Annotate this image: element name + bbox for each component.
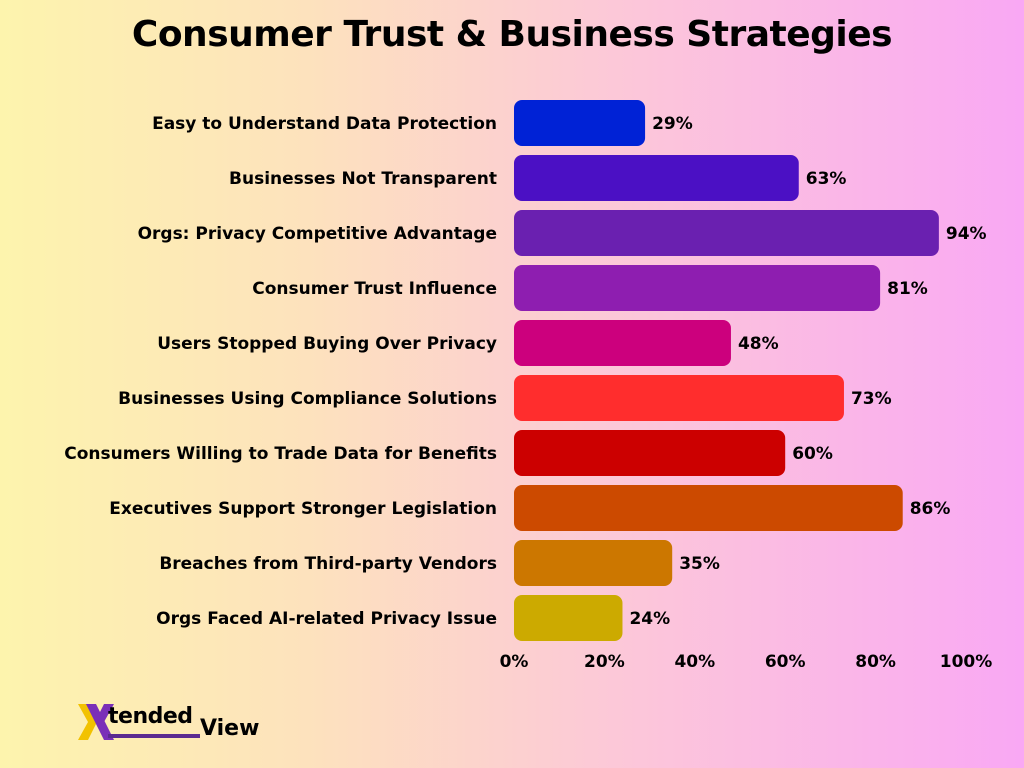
category-label: Orgs Faced AI-related Privacy Issue xyxy=(156,609,497,629)
bar xyxy=(514,485,903,531)
category-label: Breaches from Third-party Vendors xyxy=(159,554,497,574)
x-tick-label: 80% xyxy=(855,652,896,672)
category-label: Orgs: Privacy Competitive Advantage xyxy=(138,224,497,244)
bar xyxy=(514,375,844,421)
bar xyxy=(514,100,646,146)
value-label: 86% xyxy=(910,499,951,519)
logo-text-view: View xyxy=(200,716,260,741)
logo-underline xyxy=(108,734,200,738)
x-tick-label: 60% xyxy=(765,652,806,672)
bar xyxy=(514,320,731,366)
bar xyxy=(514,430,786,476)
category-label: Consumers Willing to Trade Data for Bene… xyxy=(64,444,497,464)
x-tick-label: 20% xyxy=(584,652,625,672)
bar xyxy=(514,595,623,641)
value-label: 48% xyxy=(738,334,779,354)
logo-x-icon xyxy=(78,704,114,740)
category-label: Easy to Understand Data Protection xyxy=(152,114,497,134)
value-label: 60% xyxy=(792,444,833,464)
value-label: 81% xyxy=(887,279,928,299)
value-label: 94% xyxy=(946,224,987,244)
value-label: 73% xyxy=(851,389,892,409)
category-label: Businesses Not Transparent xyxy=(229,169,497,189)
bar xyxy=(514,540,673,586)
value-label: 24% xyxy=(629,609,670,629)
bar xyxy=(514,155,799,201)
bar xyxy=(514,265,881,311)
category-label: Businesses Using Compliance Solutions xyxy=(118,389,497,409)
value-label: 29% xyxy=(652,114,693,134)
x-tick-label: 40% xyxy=(674,652,715,672)
logo-text-tended: tended xyxy=(108,704,193,729)
x-tick-label: 0% xyxy=(500,652,529,672)
bar xyxy=(514,210,939,256)
category-label: Consumer Trust Influence xyxy=(252,279,497,299)
bar-chart: Easy to Understand Data Protection 29% Bus… xyxy=(64,100,993,672)
category-label: Executives Support Stronger Legislation xyxy=(109,499,497,519)
x-tick-label: 100% xyxy=(940,652,993,672)
chart-title: Consumer Trust & Business Strategies xyxy=(131,14,893,55)
xtendedview-logo: tended View xyxy=(78,702,268,744)
category-label: Users Stopped Buying Over Privacy xyxy=(157,334,497,354)
value-label: 35% xyxy=(679,554,720,574)
value-label: 63% xyxy=(806,169,847,189)
